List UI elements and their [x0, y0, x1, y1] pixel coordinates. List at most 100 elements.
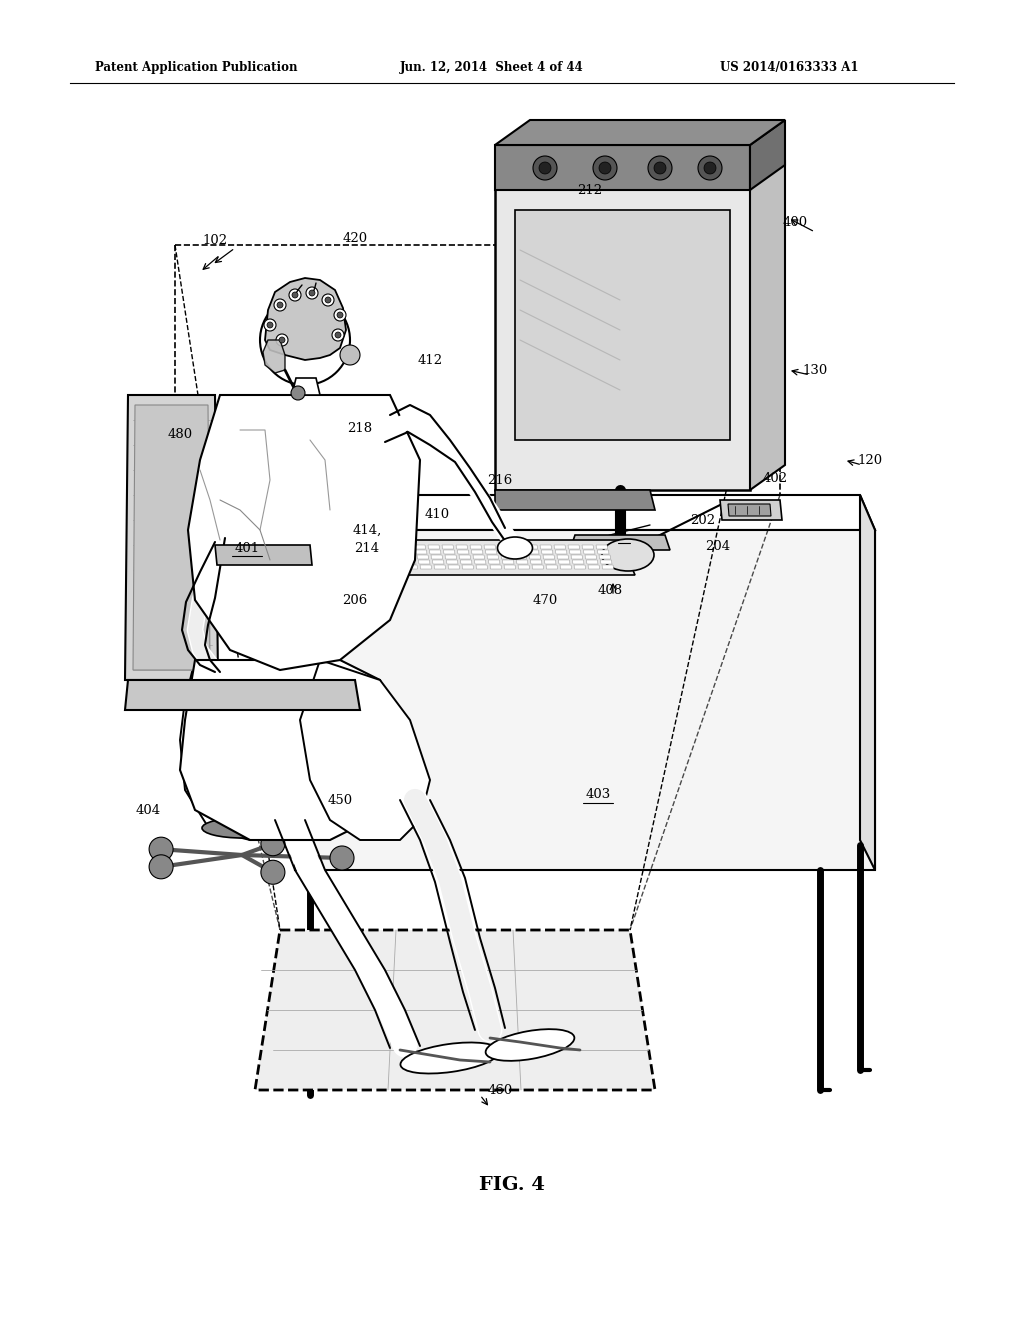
Polygon shape	[495, 490, 655, 510]
Polygon shape	[431, 554, 442, 558]
Polygon shape	[419, 560, 430, 564]
Polygon shape	[456, 545, 468, 549]
Text: 414,: 414,	[352, 524, 382, 536]
Polygon shape	[488, 560, 500, 564]
Polygon shape	[449, 565, 460, 569]
Polygon shape	[265, 279, 346, 360]
Circle shape	[292, 292, 298, 298]
Circle shape	[648, 156, 672, 180]
Polygon shape	[429, 550, 441, 554]
Polygon shape	[560, 565, 571, 569]
Polygon shape	[571, 554, 583, 558]
Polygon shape	[255, 931, 655, 1090]
Text: 420: 420	[342, 231, 368, 244]
Polygon shape	[476, 565, 487, 569]
Polygon shape	[428, 545, 439, 549]
Circle shape	[330, 846, 354, 870]
Polygon shape	[582, 545, 594, 549]
Circle shape	[306, 286, 318, 300]
Polygon shape	[530, 560, 542, 564]
Text: 218: 218	[347, 421, 373, 434]
Polygon shape	[602, 565, 613, 569]
Polygon shape	[500, 550, 511, 554]
Polygon shape	[417, 554, 428, 558]
Text: 400: 400	[782, 216, 808, 230]
Polygon shape	[587, 560, 598, 564]
Ellipse shape	[400, 1043, 500, 1073]
Polygon shape	[750, 120, 785, 190]
Polygon shape	[600, 560, 612, 564]
Text: 460: 460	[487, 1084, 513, 1097]
Circle shape	[150, 837, 173, 861]
Text: 120: 120	[857, 454, 883, 466]
Circle shape	[334, 309, 346, 321]
Polygon shape	[495, 120, 785, 145]
Polygon shape	[495, 145, 750, 190]
Text: 402: 402	[763, 471, 787, 484]
Polygon shape	[414, 545, 426, 549]
Polygon shape	[529, 554, 541, 558]
Ellipse shape	[498, 537, 532, 558]
Polygon shape	[515, 210, 730, 440]
Polygon shape	[403, 554, 415, 558]
Text: FIG. 4: FIG. 4	[479, 1176, 545, 1195]
Polygon shape	[557, 554, 568, 558]
Polygon shape	[495, 185, 750, 490]
Polygon shape	[390, 560, 402, 564]
Polygon shape	[527, 550, 539, 554]
Polygon shape	[569, 550, 581, 554]
Polygon shape	[546, 565, 557, 569]
Polygon shape	[459, 554, 470, 558]
Polygon shape	[596, 545, 607, 549]
Polygon shape	[400, 545, 412, 549]
Polygon shape	[406, 565, 418, 569]
Polygon shape	[416, 550, 427, 554]
Polygon shape	[570, 535, 670, 550]
Circle shape	[150, 855, 173, 879]
Circle shape	[332, 329, 344, 341]
Text: 212: 212	[578, 183, 602, 197]
Circle shape	[340, 345, 360, 366]
Circle shape	[593, 156, 617, 180]
Polygon shape	[372, 545, 384, 549]
Polygon shape	[442, 545, 454, 549]
Polygon shape	[188, 395, 420, 671]
Polygon shape	[588, 565, 599, 569]
Circle shape	[276, 334, 288, 346]
Polygon shape	[512, 545, 523, 549]
Ellipse shape	[485, 1030, 574, 1061]
Polygon shape	[378, 565, 389, 569]
Polygon shape	[474, 560, 486, 564]
Polygon shape	[462, 565, 473, 569]
Polygon shape	[543, 554, 555, 558]
Polygon shape	[362, 560, 374, 564]
Polygon shape	[386, 545, 397, 549]
Circle shape	[539, 162, 551, 174]
Text: 450: 450	[328, 793, 352, 807]
Polygon shape	[420, 565, 431, 569]
Circle shape	[599, 162, 611, 174]
Ellipse shape	[202, 818, 282, 838]
Polygon shape	[389, 554, 400, 558]
Polygon shape	[374, 550, 385, 554]
Circle shape	[291, 385, 305, 400]
Polygon shape	[375, 554, 386, 558]
Polygon shape	[501, 554, 512, 558]
Polygon shape	[495, 160, 785, 185]
Circle shape	[289, 289, 301, 301]
Text: 202: 202	[690, 513, 716, 527]
Polygon shape	[490, 565, 502, 569]
Text: 408: 408	[597, 583, 623, 597]
Polygon shape	[125, 680, 360, 710]
Polygon shape	[487, 554, 499, 558]
Polygon shape	[728, 504, 771, 516]
Polygon shape	[443, 550, 455, 554]
Polygon shape	[215, 545, 312, 565]
Polygon shape	[554, 545, 565, 549]
Polygon shape	[377, 560, 388, 564]
Polygon shape	[574, 565, 586, 569]
Polygon shape	[584, 550, 595, 554]
Polygon shape	[473, 554, 484, 558]
Text: 404: 404	[135, 804, 161, 817]
Text: 412: 412	[418, 354, 442, 367]
